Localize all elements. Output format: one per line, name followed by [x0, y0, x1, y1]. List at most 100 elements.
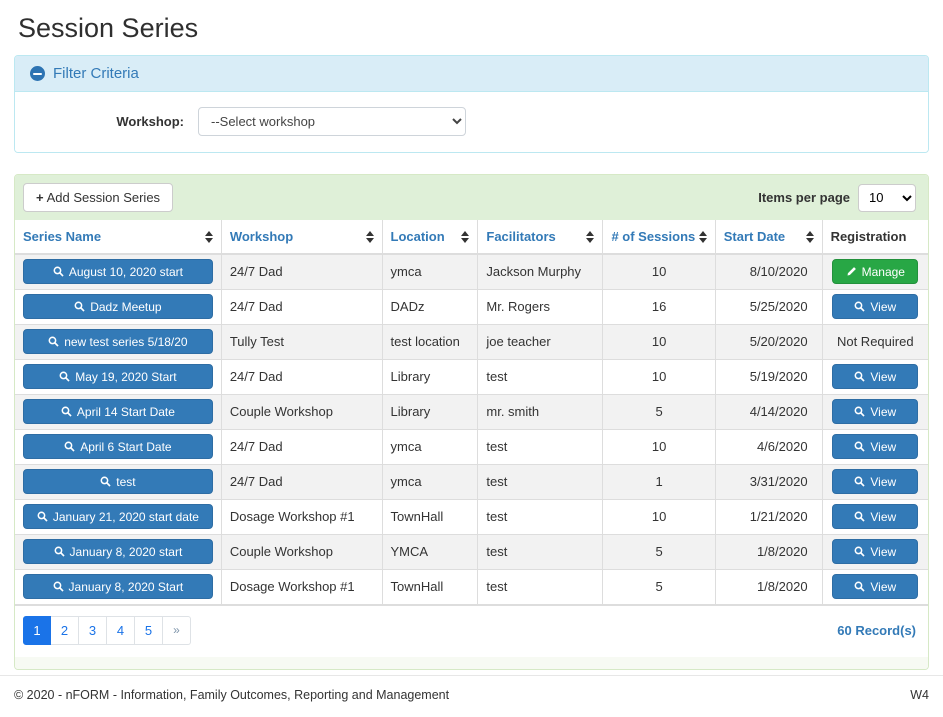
series-name-button[interactable]: Dadz Meetup: [23, 294, 213, 319]
sort-icon[interactable]: [805, 230, 814, 243]
registration-cell: View: [821, 289, 928, 325]
series-name-button[interactable]: new test series 5/18/20: [23, 329, 213, 354]
series-name-button[interactable]: January 8, 2020 Start: [23, 574, 213, 599]
record-count: 60 Record(s): [837, 622, 916, 638]
series-name-button[interactable]: test: [23, 469, 213, 494]
search-icon: [854, 406, 865, 417]
location-cell: ymca: [381, 464, 478, 500]
start-date-cell: 4/14/2020: [714, 394, 823, 430]
registration-cell: Manage: [821, 254, 928, 290]
column-header-location[interactable]: Location: [381, 220, 478, 255]
start-date-cell: 1/21/2020: [714, 499, 823, 535]
search-icon: [54, 546, 65, 557]
sort-icon[interactable]: [204, 230, 213, 243]
pagination-page-5[interactable]: 5: [135, 615, 163, 645]
search-icon: [854, 371, 865, 382]
workshop-select[interactable]: --Select workshop: [198, 107, 466, 136]
registration-cell: View: [821, 499, 928, 535]
filter-criteria-panel: Filter Criteria Workshop: --Select works…: [14, 55, 929, 153]
location-cell: Library: [381, 394, 478, 430]
pagination-page-1[interactable]: 1: [23, 615, 51, 645]
pagination-page-4[interactable]: 4: [107, 615, 135, 645]
filter-criteria-header[interactable]: Filter Criteria: [15, 56, 928, 92]
view-registration-button[interactable]: View: [832, 399, 919, 424]
series-name-label: April 14 Start Date: [76, 404, 175, 419]
items-per-page-select[interactable]: 10: [858, 183, 916, 212]
view-registration-button[interactable]: View: [832, 294, 919, 319]
search-icon: [59, 371, 70, 382]
pagination-page-3[interactable]: 3: [79, 615, 107, 645]
facilitators-cell: joe teacher: [477, 324, 603, 360]
location-cell: ymca: [381, 254, 478, 290]
view-registration-button[interactable]: View: [832, 504, 919, 529]
search-icon: [64, 441, 75, 452]
facilitators-cell: Jackson Murphy: [477, 254, 603, 290]
sessions-count-cell: 10: [602, 254, 716, 290]
column-header-facilitators[interactable]: Facilitators: [477, 220, 603, 255]
table-row: May 19, 2020 Start 24/7 Dad Library test…: [15, 359, 928, 395]
sort-icon[interactable]: [698, 230, 707, 243]
registration-not-required-text: Not Required: [836, 334, 914, 349]
sort-icon[interactable]: [365, 230, 374, 243]
search-icon: [74, 301, 85, 312]
table-row: January 21, 2020 start date Dosage Works…: [15, 499, 928, 535]
plus-icon: +: [36, 190, 44, 205]
sessions-count-cell: 5: [602, 534, 716, 570]
view-registration-button[interactable]: View: [832, 539, 919, 564]
facilitators-cell: test: [477, 359, 603, 395]
start-date-cell: 1/8/2020: [714, 534, 823, 570]
workshop-cell: Dosage Workshop #1: [220, 569, 383, 605]
series-name-button[interactable]: April 6 Start Date: [23, 434, 213, 459]
series-name-button[interactable]: January 21, 2020 start date: [23, 504, 213, 529]
facilitators-cell: Mr. Rogers: [477, 289, 603, 325]
column-header-workshop[interactable]: Workshop: [220, 220, 383, 255]
filter-criteria-body: Workshop: --Select workshop: [15, 92, 928, 152]
table-row: January 8, 2020 Start Dosage Workshop #1…: [15, 569, 928, 605]
series-name-label: January 8, 2020 start: [69, 544, 183, 559]
start-date-cell: 3/31/2020: [714, 464, 823, 500]
view-registration-button[interactable]: View: [832, 574, 919, 599]
series-name-button[interactable]: January 8, 2020 start: [23, 539, 213, 564]
column-header--of-sessions[interactable]: # of Sessions: [602, 220, 716, 255]
sessions-count-cell: 5: [602, 394, 716, 430]
facilitators-cell: test: [477, 534, 603, 570]
series-name-button[interactable]: April 14 Start Date: [23, 399, 213, 424]
search-icon: [854, 301, 865, 312]
search-icon: [61, 406, 72, 417]
sessions-count-cell: 10: [602, 359, 716, 395]
search-icon: [37, 511, 48, 522]
column-header-series-name[interactable]: Series Name: [15, 220, 222, 255]
workshop-cell: 24/7 Dad: [220, 464, 383, 500]
workshop-cell: Tully Test: [220, 324, 383, 360]
pagination-page-2[interactable]: 2: [51, 615, 79, 645]
table-footer: 1 2 3 4 5» 60 Record(s): [15, 604, 928, 657]
manage-registration-button[interactable]: Manage: [832, 259, 919, 285]
series-name-button[interactable]: August 10, 2020 start: [23, 259, 213, 285]
collapse-minus-circle-icon[interactable]: [30, 66, 45, 81]
location-cell: ymca: [381, 429, 478, 465]
session-series-table: Series Name Workshop Location Facilitators #…: [15, 220, 928, 605]
view-registration-button[interactable]: View: [832, 364, 919, 389]
sessions-count-cell: 10: [602, 499, 716, 535]
start-date-cell: 4/6/2020: [714, 429, 823, 465]
view-registration-button[interactable]: View: [832, 469, 919, 494]
table-row: April 6 Start Date 24/7 Dad ymca test 10…: [15, 429, 928, 465]
view-registration-button[interactable]: View: [832, 434, 919, 459]
sort-icon[interactable]: [461, 230, 470, 243]
registration-cell: View: [821, 429, 928, 465]
table-row: new test series 5/18/20 Tully Test test …: [15, 324, 928, 360]
workshop-cell: Couple Workshop: [220, 534, 383, 570]
pagination-next-button[interactable]: »: [163, 615, 191, 645]
series-name-button[interactable]: May 19, 2020 Start: [23, 364, 213, 389]
location-cell: Library: [381, 359, 478, 395]
filter-criteria-title: Filter Criteria: [53, 65, 139, 82]
column-header-start-date[interactable]: Start Date: [714, 220, 823, 255]
sort-icon[interactable]: [586, 230, 595, 243]
sessions-count-cell: 10: [602, 429, 716, 465]
add-session-series-button[interactable]: + Add Session Series: [23, 183, 174, 212]
start-date-cell: 8/10/2020: [714, 254, 823, 290]
location-cell: DADz: [381, 289, 478, 325]
search-icon: [854, 511, 865, 522]
sessions-count-cell: 10: [602, 324, 716, 360]
